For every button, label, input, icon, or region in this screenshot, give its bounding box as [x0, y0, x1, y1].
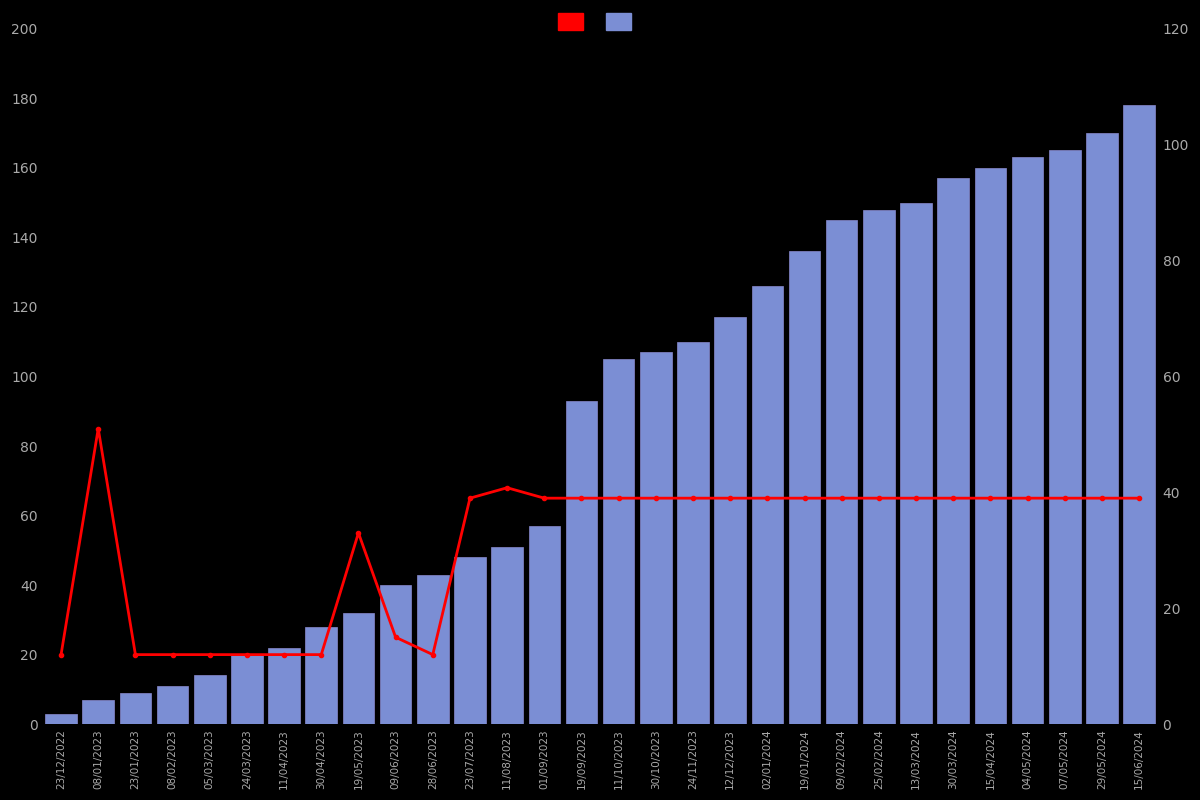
- Bar: [491, 547, 523, 724]
- Bar: [751, 286, 784, 724]
- Bar: [602, 359, 635, 724]
- Bar: [1086, 133, 1117, 724]
- Bar: [194, 675, 226, 724]
- Bar: [900, 202, 932, 724]
- Bar: [232, 654, 263, 724]
- Bar: [1049, 150, 1080, 724]
- Bar: [1123, 106, 1154, 724]
- Bar: [343, 613, 374, 724]
- Bar: [157, 686, 188, 724]
- Bar: [269, 648, 300, 724]
- Bar: [528, 526, 560, 724]
- Bar: [454, 558, 486, 724]
- Bar: [380, 585, 412, 724]
- Bar: [714, 318, 746, 724]
- Bar: [46, 714, 77, 724]
- Bar: [565, 401, 598, 724]
- Bar: [306, 627, 337, 724]
- Bar: [677, 342, 709, 724]
- Bar: [120, 693, 151, 724]
- Legend: , : ,: [553, 8, 647, 35]
- Bar: [826, 220, 858, 724]
- Bar: [416, 574, 449, 724]
- Bar: [1012, 158, 1043, 724]
- Bar: [974, 168, 1006, 724]
- Bar: [640, 352, 672, 724]
- Bar: [788, 251, 821, 724]
- Bar: [83, 700, 114, 724]
- Bar: [937, 178, 970, 724]
- Bar: [863, 210, 895, 724]
